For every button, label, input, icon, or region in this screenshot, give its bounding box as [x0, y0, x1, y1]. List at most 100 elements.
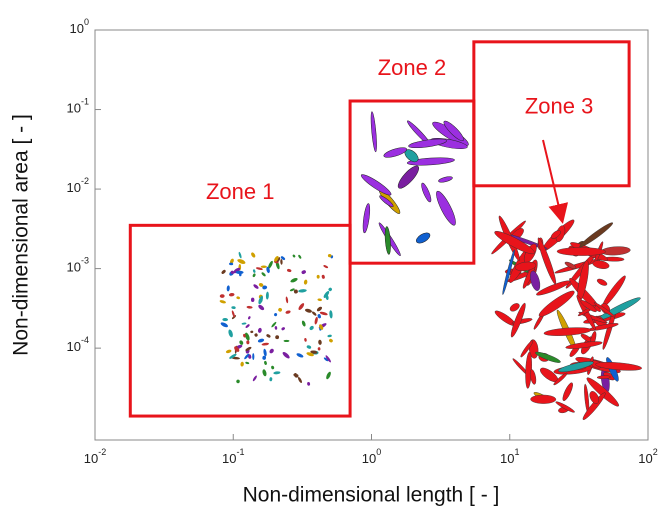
particle [257, 304, 265, 311]
particle [222, 318, 228, 321]
particle [284, 340, 290, 342]
particle [261, 272, 266, 277]
particle [384, 226, 391, 254]
particle [274, 326, 277, 330]
particle [236, 379, 240, 383]
particle [275, 335, 279, 339]
particle [246, 340, 249, 344]
particle [250, 252, 256, 259]
particle [253, 269, 256, 273]
particle [311, 311, 317, 317]
particle [325, 371, 332, 380]
particle [557, 247, 606, 255]
particle [240, 362, 244, 367]
particle [273, 371, 280, 375]
tick-base: 10 [222, 451, 236, 466]
plot-frame [95, 30, 648, 440]
particle [257, 295, 264, 305]
tick-exponent: 0 [84, 17, 89, 27]
particle [220, 294, 225, 298]
particle [282, 351, 291, 360]
particle [220, 321, 229, 328]
particle [307, 382, 311, 386]
particle [254, 333, 258, 337]
tick-exponent: -2 [98, 447, 106, 457]
particle [280, 259, 283, 265]
tick-label: 10-4 [67, 336, 89, 355]
particle [221, 269, 227, 275]
particle [253, 283, 260, 289]
tick-label: 10-2 [84, 447, 106, 466]
y-axis-label: Non-dimensional area [ - ] [10, 114, 33, 356]
tick-base: 10 [67, 340, 81, 355]
particle [292, 254, 296, 258]
particle [395, 163, 422, 191]
tick-exponent: -3 [81, 256, 89, 266]
particle [281, 327, 286, 331]
particle [252, 353, 254, 360]
zone-label: Zone 3 [525, 94, 594, 119]
particle [271, 365, 275, 369]
particle [294, 289, 299, 294]
particle [246, 306, 252, 309]
tick-exponent: -1 [236, 447, 244, 457]
particle [561, 382, 575, 402]
particle [309, 325, 315, 331]
particle [248, 316, 251, 320]
tick-exponent: -2 [81, 176, 89, 186]
particle [301, 270, 307, 275]
particle [433, 189, 459, 227]
particle [534, 350, 561, 364]
tick-label: 102 [638, 447, 657, 466]
particle [285, 296, 288, 303]
particle [305, 308, 313, 313]
particle [327, 334, 332, 337]
particle-images [219, 111, 642, 421]
tick-exponent: 0 [376, 447, 381, 457]
particle [269, 377, 272, 382]
x-axis-label: Non-dimensional length [ - ] [243, 484, 500, 507]
particle [438, 175, 453, 183]
particle [318, 340, 322, 345]
particle [531, 395, 556, 404]
tick-exponent: 1 [514, 447, 519, 457]
particle [236, 296, 240, 300]
tick-exponent: -4 [81, 336, 89, 346]
tick-base: 10 [67, 260, 81, 275]
tick-exponent: 2 [653, 447, 658, 457]
particle [328, 338, 333, 343]
particle [238, 252, 242, 259]
zone-label: Zone 2 [378, 55, 447, 80]
particle [274, 313, 278, 317]
particle [323, 265, 329, 269]
particle [278, 307, 283, 312]
particle [578, 221, 614, 250]
particle [415, 231, 432, 245]
particle [261, 265, 267, 268]
particle [239, 340, 244, 346]
particle [420, 182, 433, 203]
tick-base: 10 [638, 451, 652, 466]
particle [383, 146, 408, 160]
particle [261, 342, 269, 346]
tick-base: 10 [500, 451, 514, 466]
particle [229, 293, 235, 297]
particle [241, 322, 246, 325]
particle [304, 338, 307, 342]
particle [236, 271, 244, 274]
particle [296, 352, 304, 358]
particle [266, 292, 269, 300]
particle [290, 277, 298, 283]
particle [317, 275, 320, 279]
particle [297, 302, 305, 311]
particle [252, 273, 256, 278]
tick-label: 10-1 [67, 97, 89, 116]
particle [285, 310, 291, 314]
tick-base: 10 [362, 451, 376, 466]
particle [257, 328, 262, 334]
particle [226, 285, 230, 291]
particle [231, 306, 236, 309]
particle [359, 172, 393, 198]
tick-label: 10-3 [67, 256, 89, 275]
tick-base: 10 [84, 451, 98, 466]
